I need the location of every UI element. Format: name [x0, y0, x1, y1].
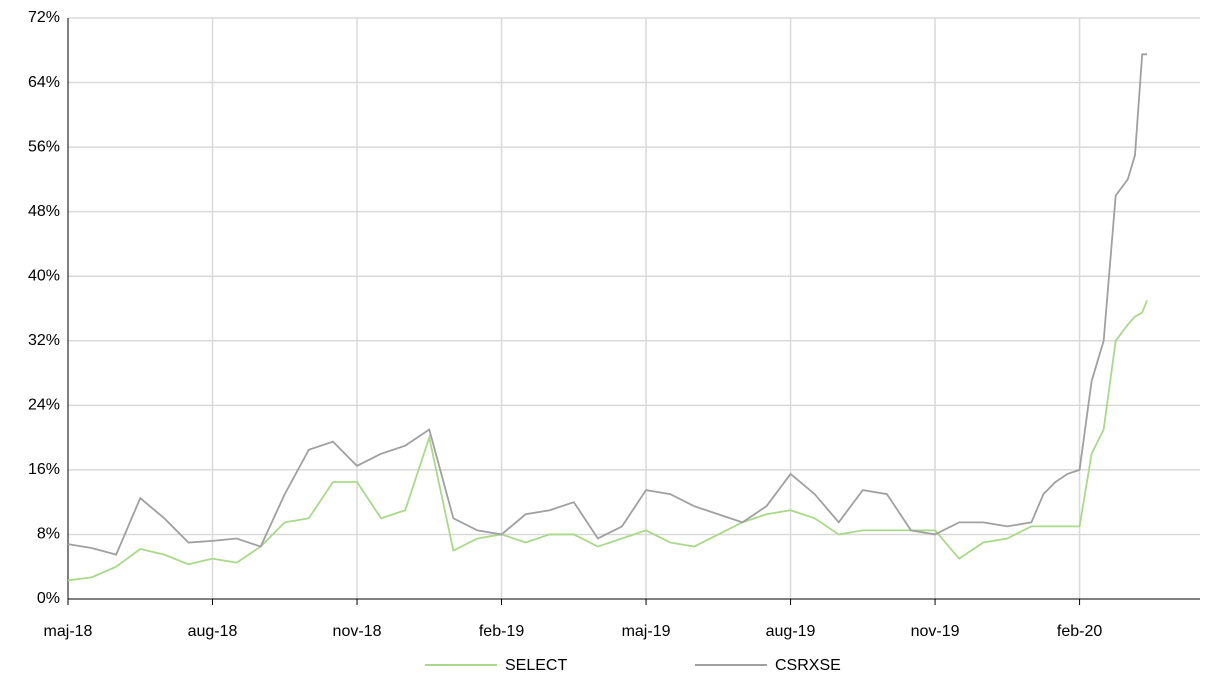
- x-tick-label: maj-19: [622, 623, 671, 640]
- legend-label: CSRXSE: [775, 657, 841, 674]
- x-tick-label: aug-19: [766, 623, 816, 640]
- y-tick-label: 72%: [28, 9, 60, 26]
- y-tick-label: 64%: [28, 74, 60, 91]
- y-tick-label: 48%: [28, 203, 60, 220]
- x-tick-label: feb-20: [1057, 623, 1102, 640]
- legend-label: SELECT: [505, 657, 567, 674]
- y-tick-label: 8%: [37, 526, 60, 543]
- line-series: [67, 53, 1148, 556]
- y-tick-label: 0%: [37, 590, 60, 607]
- y-tick-label: 40%: [28, 267, 60, 284]
- y-tick-label: 56%: [28, 138, 60, 155]
- x-tick-label: aug-18: [188, 623, 238, 640]
- x-tick-label: feb-19: [479, 623, 524, 640]
- y-tick-label: 24%: [28, 397, 60, 414]
- x-tick-label: nov-19: [911, 623, 960, 640]
- y-tick-label: 32%: [28, 332, 60, 349]
- x-tick-label: nov-18: [333, 623, 382, 640]
- y-tick-label: 16%: [28, 461, 60, 478]
- x-tick-label: maj-18: [44, 623, 93, 640]
- line-series: [67, 300, 1148, 582]
